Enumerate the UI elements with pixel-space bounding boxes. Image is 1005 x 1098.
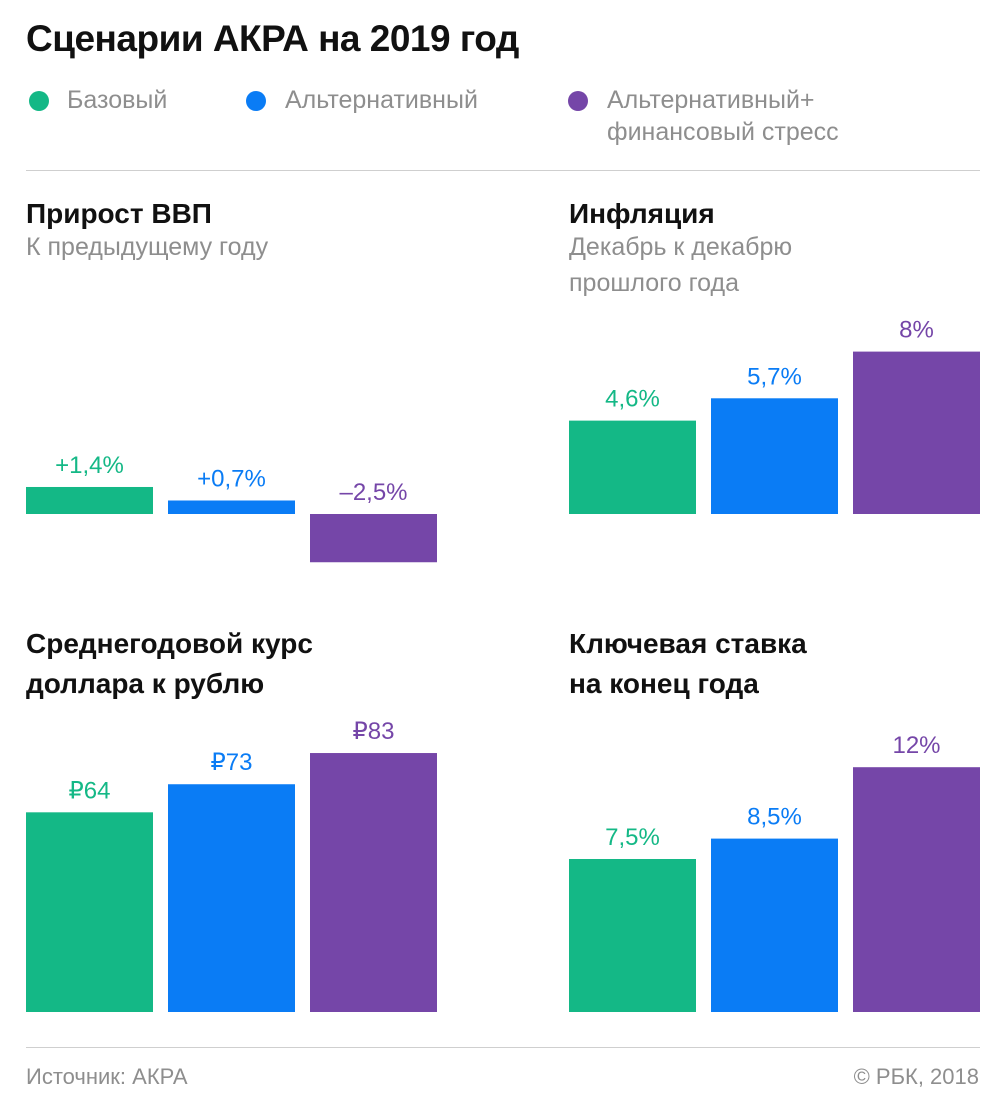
copyright-note: © РБК, 2018 — [853, 1064, 979, 1089]
inflation-bar-stress — [853, 351, 980, 514]
legend-label-stress: Альтернативный+ финансовый стресс — [607, 86, 839, 146]
gdp-bar-alternative — [168, 500, 295, 514]
gdp-value-label-alternative: +0,7% — [197, 465, 266, 492]
legend-label-base: Базовый — [67, 86, 168, 114]
inflation-chart-subtitle: Декабрь к декабрю прошлого года — [569, 233, 793, 297]
gdp-value-label-stress: –2,5% — [339, 479, 407, 506]
page-title: Сценарии АКРА на 2019 год — [26, 18, 519, 59]
gdp-chart-title: Прирост ВВП — [26, 198, 212, 229]
key-rate-bar-stress — [853, 767, 980, 1012]
usd-rate-bar-alternative — [168, 784, 295, 1012]
usd-rate-value-label-base: ₽64 — [69, 777, 111, 804]
key-rate-value-label-stress: 12% — [892, 732, 940, 759]
usd-rate-bar-stress — [310, 753, 437, 1012]
gdp-bar-base — [26, 486, 153, 514]
usd-rate-bar-base — [26, 812, 153, 1012]
legend-dot-alternative — [246, 91, 266, 111]
usd-rate-chart-title: Среднегодовой курс доллара к рублю — [26, 628, 313, 699]
gdp-bar-stress — [310, 514, 437, 563]
usd-rate-value-label-alternative: ₽73 — [211, 749, 253, 776]
legend-dot-base — [29, 91, 49, 111]
key-rate-chart-title: Ключевая ставка на конец года — [569, 628, 807, 699]
source-note: Источник: АКРА — [26, 1064, 188, 1089]
gdp-chart-subtitle: К предыдущему году — [26, 233, 269, 261]
usd-rate-value-label-stress: ₽83 — [353, 718, 395, 745]
legend-dot-stress — [568, 91, 588, 111]
key-rate-bar-alternative — [711, 838, 838, 1012]
legend-label-alternative: Альтернативный — [285, 86, 478, 114]
inflation-bar-base — [569, 420, 696, 514]
header-divider — [26, 170, 980, 171]
key-rate-value-label-base: 7,5% — [605, 824, 660, 851]
inflation-value-label-base: 4,6% — [605, 386, 660, 413]
gdp-value-label-base: +1,4% — [55, 452, 124, 479]
inflation-value-label-stress: 8% — [899, 317, 934, 344]
key-rate-value-label-alternative: 8,5% — [747, 804, 802, 831]
inflation-chart-title: Инфляция — [569, 198, 715, 229]
inflation-bar-alternative — [711, 398, 838, 514]
footer-divider — [26, 1047, 980, 1048]
key-rate-bar-base — [569, 859, 696, 1012]
inflation-value-label-alternative: 5,7% — [747, 363, 802, 390]
